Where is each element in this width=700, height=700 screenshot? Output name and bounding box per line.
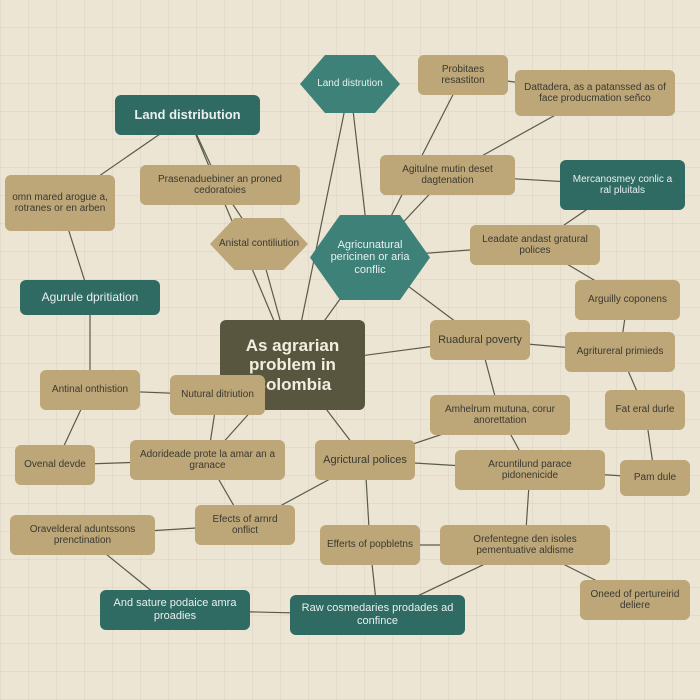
- node-label: Agritureral primieds: [577, 346, 664, 358]
- node-fat_dur: Fat eral durle: [605, 390, 685, 430]
- node-label: Antinal onthistion: [52, 384, 128, 396]
- node-oneed: Oneed of pertureirid deliere: [580, 580, 690, 620]
- node-hex_big: Agricunatural pericinen or aria conflic: [310, 215, 430, 300]
- node-label: Arcuntilund parace pidonenicide: [461, 459, 599, 482]
- node-agr_prim: Agritureral primieds: [565, 332, 675, 372]
- node-label: Land distrution: [317, 78, 383, 90]
- node-label: Agricunatural pericinen or aria conflic: [316, 239, 424, 277]
- node-label: omn mared arogue a, rotranes or en arben: [11, 192, 109, 215]
- node-oren_isl: Orefentegne den isoles pementuative aldi…: [440, 525, 610, 565]
- node-label: Agitulne mutin deset dagtenation: [386, 164, 509, 187]
- node-label: Efects of arnrd onflict: [201, 514, 289, 537]
- node-and_sat: And sature podaice amra proadies: [100, 590, 250, 630]
- node-amhel: Amhelrum mutuna, corur anorettation: [430, 395, 570, 435]
- node-hex_mid1: Anistal contiliution: [210, 218, 308, 270]
- node-mid_tan_b: Agitulne mutin deset dagtenation: [380, 155, 515, 195]
- node-label: Ruadural poverty: [438, 334, 522, 347]
- node-eff_arm: Efects of arnrd onflict: [195, 505, 295, 545]
- node-ovenal: Ovenal devde: [15, 445, 95, 485]
- node-label: Raw cosmedaries prodades ad confince: [296, 602, 459, 627]
- node-arg_cop: Arguilly coponens: [575, 280, 680, 320]
- node-label: Oravelderal aduntssons prenctination: [16, 524, 149, 547]
- node-raw_co: Raw cosmedaries prodades ad confince: [290, 595, 465, 635]
- node-right_teal1: Mercanosmey conlic a ral pluitals: [560, 160, 685, 210]
- node-oravel: Oravelderal aduntssons prenctination: [10, 515, 155, 555]
- node-label: Agrictural polices: [323, 454, 407, 467]
- node-mid_tan_a: Prasenaduebiner an proned cedoratoies: [140, 165, 300, 205]
- node-label: Adorideade prote la amar an a granace: [136, 449, 279, 472]
- node-top_tan1: Probitaes resastiton: [418, 55, 508, 95]
- node-label: Arguilly coponens: [588, 294, 667, 306]
- node-label: Anistal contiliution: [219, 238, 299, 250]
- node-land_dist: Land distribution: [115, 95, 260, 135]
- node-label: Mercanosmey conlic a ral pluitals: [566, 174, 679, 197]
- node-label: Efferts of popbletns: [327, 539, 413, 551]
- node-label: Fat eral durle: [616, 404, 675, 416]
- node-label: Ovenal devde: [24, 459, 86, 471]
- node-pam_du: Pam dule: [620, 460, 690, 496]
- node-label: Oneed of pertureirid deliere: [586, 589, 684, 612]
- node-label: Dattadera, as a patanssed as of face pro…: [521, 82, 669, 105]
- node-label: Leadate andast gratural polices: [476, 234, 594, 257]
- node-agri_pol: Agrictural polices: [315, 440, 415, 480]
- node-label: And sature podaice amra proadies: [106, 597, 244, 622]
- node-label: Orefentegne den isoles pementuative aldi…: [446, 534, 604, 557]
- node-label: Prasenaduebiner an proned cedoratoies: [146, 174, 294, 197]
- node-nutu: Nutural ditriution: [170, 375, 265, 415]
- node-top_tan2: Dattadera, as a patanssed as of face pro…: [515, 70, 675, 116]
- node-label: Agurule dpritiation: [42, 291, 139, 305]
- node-label: Pam dule: [634, 472, 676, 484]
- node-antin1: Antinal onthistion: [40, 370, 140, 410]
- node-rural_pov: Ruadural poverty: [430, 320, 530, 360]
- node-arcun: Arcuntilund parace pidonenicide: [455, 450, 605, 490]
- diagram-canvas: As agrarian problem in ColombiaLand dist…: [0, 0, 700, 700]
- node-agru_opr: Agurule dpritiation: [20, 280, 160, 315]
- node-label: Land distribution: [134, 108, 240, 123]
- node-label: Nutural ditriution: [181, 389, 254, 401]
- node-lead_pol: Leadate andast gratural polices: [470, 225, 600, 265]
- node-left_tan_sm: omn mared arogue a, rotranes or en arben: [5, 175, 115, 231]
- node-hex_top1: Land distrution: [300, 55, 400, 113]
- node-eff_pop: Efferts of popbletns: [320, 525, 420, 565]
- node-adar: Adorideade prote la amar an a granace: [130, 440, 285, 480]
- node-label: Amhelrum mutuna, corur anorettation: [436, 404, 564, 427]
- node-label: Probitaes resastiton: [424, 64, 502, 87]
